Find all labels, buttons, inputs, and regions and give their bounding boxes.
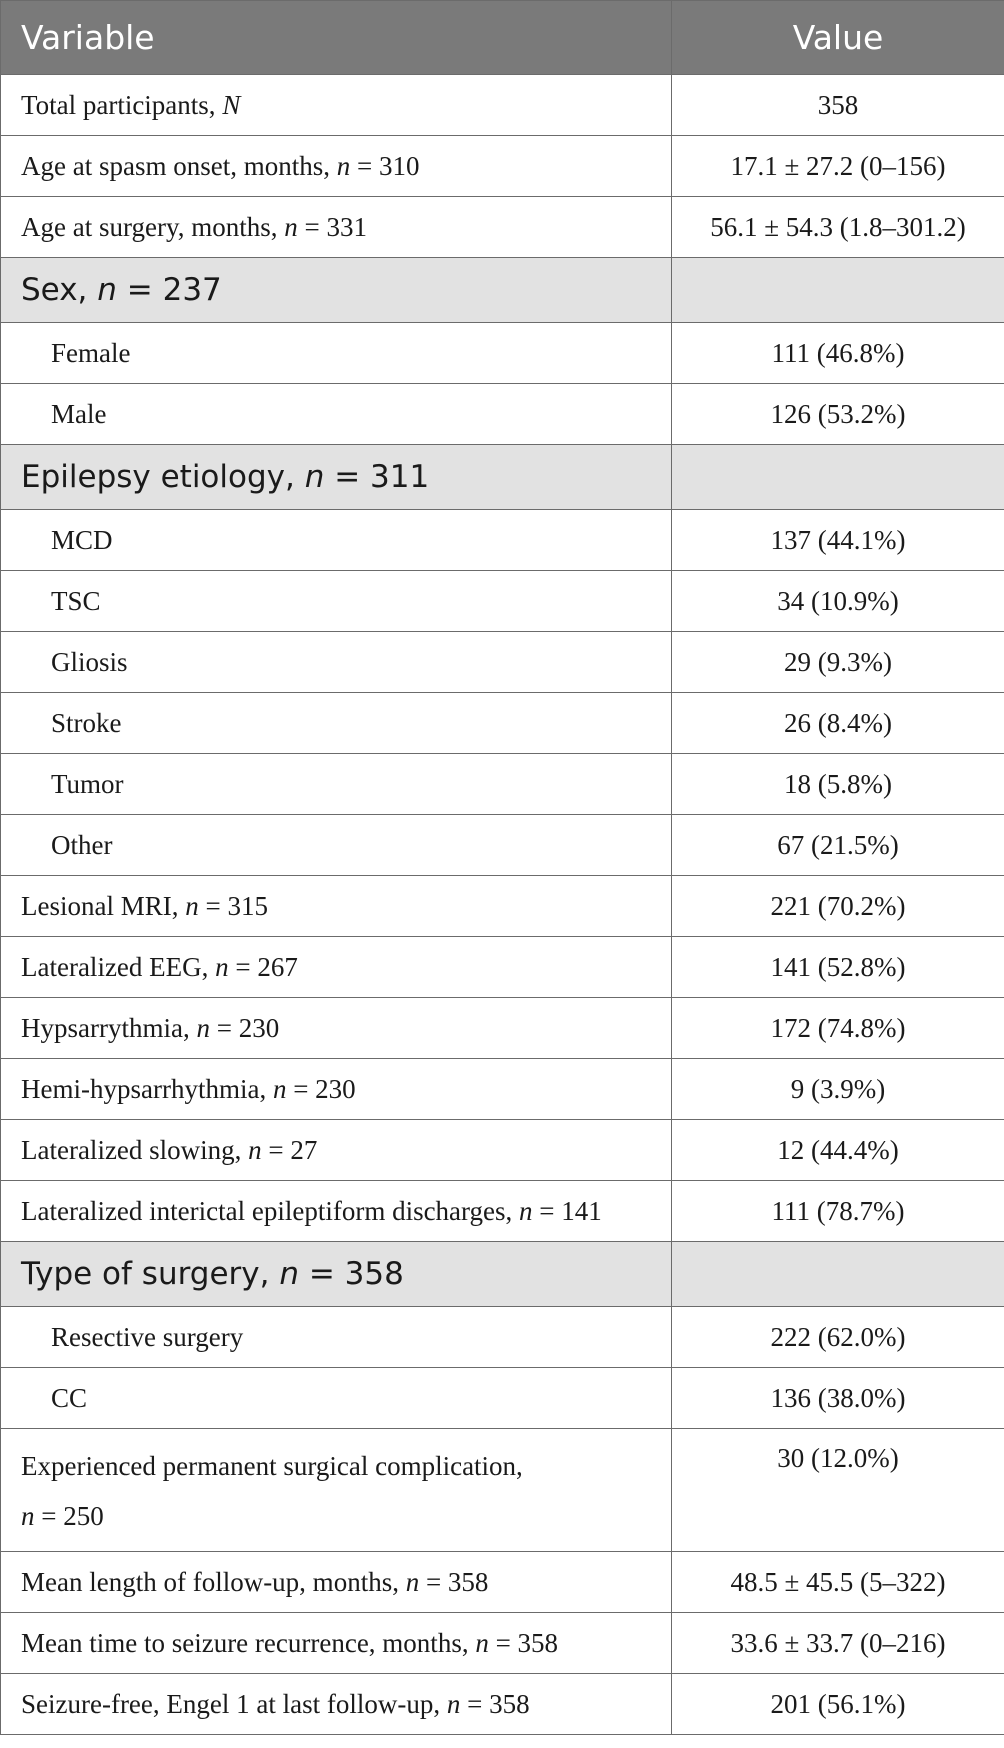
table-row: Lesional MRI, n = 315 221 (70.2%) [0,875,1004,937]
row-label: TSC [0,570,672,632]
section-value [671,444,1004,510]
row-value: 358 [671,74,1004,136]
row-value: 26 (8.4%) [671,692,1004,754]
table-row: Mean length of follow-up, months, n = 35… [0,1551,1004,1613]
table-row: MCD 137 (44.1%) [0,509,1004,571]
section-row-etiology: Epilepsy etiology, n = 311 [0,444,1004,510]
table-row: Hypsarrythmia, n = 230 172 (74.8%) [0,997,1004,1059]
row-value: 172 (74.8%) [671,997,1004,1059]
table-row: Male 126 (53.2%) [0,383,1004,445]
table-row: Stroke 26 (8.4%) [0,692,1004,754]
row-label: Resective surgery [0,1306,672,1368]
table-row: Tumor 18 (5.8%) [0,753,1004,815]
row-label: Mean length of follow-up, months, n = 35… [0,1551,672,1613]
row-value: 29 (9.3%) [671,631,1004,693]
row-label: Other [0,814,672,876]
section-row-surgery-type: Type of surgery, n = 358 [0,1241,1004,1307]
row-label: Seizure-free, Engel 1 at last follow-up,… [0,1673,672,1735]
row-label: Gliosis [0,631,672,693]
row-value: 34 (10.9%) [671,570,1004,632]
section-value [671,1241,1004,1307]
table-row: TSC 34 (10.9%) [0,570,1004,632]
row-label: Age at spasm onset, months, n = 310 [0,135,672,197]
row-value: 48.5 ± 45.5 (5–322) [671,1551,1004,1613]
section-label: Epilepsy etiology, n = 311 [0,444,672,510]
row-value: 221 (70.2%) [671,875,1004,937]
row-value: 111 (78.7%) [671,1180,1004,1242]
row-value: 222 (62.0%) [671,1306,1004,1368]
row-value: 67 (21.5%) [671,814,1004,876]
row-label: Hemi-hypsarrhythmia, n = 230 [0,1058,672,1120]
table-row: Lateralized EEG, n = 267 141 (52.8%) [0,936,1004,998]
row-label: Stroke [0,692,672,754]
table-row: Age at spasm onset, months, n = 310 17.1… [0,135,1004,197]
header-variable: Variable [0,0,672,75]
row-value: 111 (46.8%) [671,322,1004,384]
row-value: 141 (52.8%) [671,936,1004,998]
table-row: Mean time to seizure recurrence, months,… [0,1612,1004,1674]
row-value: 126 (53.2%) [671,383,1004,445]
section-value [671,257,1004,323]
section-label: Type of surgery, n = 358 [0,1241,672,1307]
table-row: Lateralized interictal epileptiform disc… [0,1180,1004,1242]
table-row: Resective surgery 222 (62.0%) [0,1306,1004,1368]
row-label: Female [0,322,672,384]
row-label: Mean time to seizure recurrence, months,… [0,1612,672,1674]
section-row-sex: Sex, n = 237 [0,257,1004,323]
row-label: Tumor [0,753,672,815]
table-row: Lateralized slowing, n = 27 12 (44.4%) [0,1119,1004,1181]
row-label: Age at surgery, months, n = 331 [0,196,672,258]
row-label: Total participants, N [0,74,672,136]
row-value: 56.1 ± 54.3 (1.8–301.2) [671,196,1004,258]
row-value: 33.6 ± 33.7 (0–216) [671,1612,1004,1674]
row-value: 12 (44.4%) [671,1119,1004,1181]
table-row: Seizure-free, Engel 1 at last follow-up,… [0,1673,1004,1735]
table-row: Age at surgery, months, n = 331 56.1 ± 5… [0,196,1004,258]
row-value: 137 (44.1%) [671,509,1004,571]
header-value: Value [671,0,1004,75]
table-row: Female 111 (46.8%) [0,322,1004,384]
table-row: Other 67 (21.5%) [0,814,1004,876]
table-row: Experienced permanent surgical complicat… [0,1428,1004,1552]
row-value: 17.1 ± 27.2 (0–156) [671,135,1004,197]
row-label: MCD [0,509,672,571]
row-value: 9 (3.9%) [671,1058,1004,1120]
row-value: 136 (38.0%) [671,1367,1004,1429]
table-row: Gliosis 29 (9.3%) [0,631,1004,693]
row-value: 201 (56.1%) [671,1673,1004,1735]
table-row: CC 136 (38.0%) [0,1367,1004,1429]
row-value: 30 (12.0%) [671,1428,1004,1552]
row-label: CC [0,1367,672,1429]
table-header-row: Variable Value [0,0,1004,75]
row-label: Male [0,383,672,445]
row-label: Lateralized slowing, n = 27 [0,1119,672,1181]
row-value: 18 (5.8%) [671,753,1004,815]
row-label: Lateralized interictal epileptiform disc… [0,1180,672,1242]
row-label: Lesional MRI, n = 315 [0,875,672,937]
table-row: Hemi-hypsarrhythmia, n = 230 9 (3.9%) [0,1058,1004,1120]
section-label: Sex, n = 237 [0,257,672,323]
row-label: Lateralized EEG, n = 267 [0,936,672,998]
table-row: Total participants, N 358 [0,74,1004,136]
row-label: Hypsarrythmia, n = 230 [0,997,672,1059]
row-label: Experienced permanent surgical complicat… [0,1428,672,1552]
